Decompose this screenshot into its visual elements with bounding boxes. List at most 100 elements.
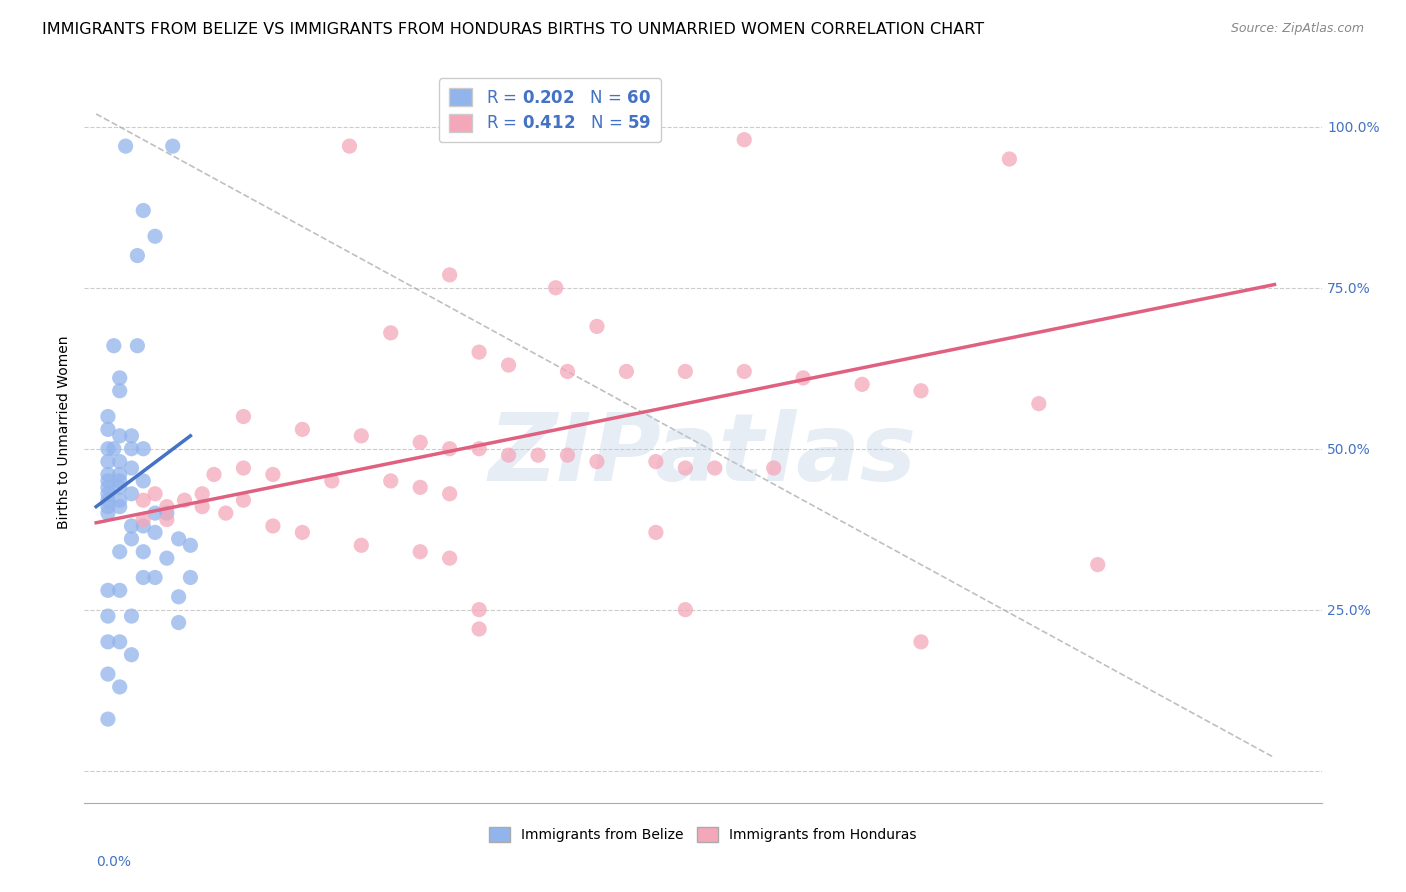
Point bbox=[380, 326, 402, 340]
Point bbox=[998, 152, 1021, 166]
Point bbox=[792, 371, 814, 385]
Point bbox=[1028, 397, 1050, 411]
Text: IMMIGRANTS FROM BELIZE VS IMMIGRANTS FROM HONDURAS BIRTHS TO UNMARRIED WOMEN COR: IMMIGRANTS FROM BELIZE VS IMMIGRANTS FRO… bbox=[42, 22, 984, 37]
Point bbox=[121, 609, 143, 624]
Point bbox=[97, 454, 120, 468]
Point bbox=[586, 319, 609, 334]
Point bbox=[910, 635, 932, 649]
Point bbox=[162, 139, 184, 153]
Point bbox=[1087, 558, 1109, 572]
Point bbox=[468, 345, 491, 359]
Point bbox=[350, 429, 373, 443]
Point bbox=[97, 422, 120, 436]
Point bbox=[108, 680, 131, 694]
Point bbox=[191, 500, 214, 514]
Point bbox=[108, 545, 131, 559]
Point bbox=[762, 461, 785, 475]
Point bbox=[409, 435, 432, 450]
Point bbox=[262, 519, 284, 533]
Text: Source: ZipAtlas.com: Source: ZipAtlas.com bbox=[1230, 22, 1364, 36]
Point bbox=[468, 442, 491, 456]
Point bbox=[380, 474, 402, 488]
Point bbox=[108, 583, 131, 598]
Point bbox=[191, 487, 214, 501]
Point bbox=[108, 480, 131, 494]
Point bbox=[498, 358, 520, 372]
Point bbox=[544, 281, 567, 295]
Point bbox=[733, 364, 755, 378]
Point bbox=[616, 364, 638, 378]
Point bbox=[114, 139, 136, 153]
Point bbox=[644, 454, 666, 468]
Point bbox=[97, 712, 120, 726]
Point bbox=[557, 448, 579, 462]
Point bbox=[108, 371, 131, 385]
Point bbox=[439, 442, 461, 456]
Text: ZIPatlas: ZIPatlas bbox=[489, 409, 917, 500]
Point bbox=[167, 615, 190, 630]
Point bbox=[103, 339, 125, 353]
Point bbox=[673, 364, 696, 378]
Point bbox=[127, 339, 149, 353]
Point bbox=[121, 442, 143, 456]
Point bbox=[173, 493, 195, 508]
Point bbox=[103, 442, 125, 456]
Point bbox=[97, 667, 120, 681]
Point bbox=[156, 551, 179, 566]
Point bbox=[97, 487, 120, 501]
Point bbox=[108, 429, 131, 443]
Point bbox=[439, 268, 461, 282]
Point bbox=[232, 461, 254, 475]
Point bbox=[132, 512, 155, 526]
Point bbox=[143, 506, 166, 520]
Point bbox=[97, 442, 120, 456]
Point bbox=[121, 429, 143, 443]
Point bbox=[97, 500, 120, 514]
Point bbox=[121, 648, 143, 662]
Point bbox=[132, 493, 155, 508]
Point bbox=[179, 570, 201, 584]
Point bbox=[439, 551, 461, 566]
Point bbox=[97, 609, 120, 624]
Point bbox=[121, 461, 143, 475]
Point bbox=[97, 506, 120, 520]
Point bbox=[132, 545, 155, 559]
Point bbox=[97, 493, 120, 508]
Point bbox=[733, 133, 755, 147]
Point bbox=[167, 532, 190, 546]
Point bbox=[97, 467, 120, 482]
Point bbox=[439, 487, 461, 501]
Point bbox=[350, 538, 373, 552]
Point bbox=[108, 474, 131, 488]
Point bbox=[97, 409, 120, 424]
Point bbox=[108, 384, 131, 398]
Point bbox=[132, 203, 155, 218]
Point bbox=[97, 635, 120, 649]
Y-axis label: Births to Unmarried Women: Births to Unmarried Women bbox=[58, 336, 72, 529]
Point bbox=[108, 454, 131, 468]
Point bbox=[108, 467, 131, 482]
Point bbox=[121, 532, 143, 546]
Point bbox=[673, 602, 696, 616]
Point bbox=[179, 538, 201, 552]
Point bbox=[121, 519, 143, 533]
Point bbox=[97, 480, 120, 494]
Point bbox=[202, 467, 225, 482]
Point bbox=[586, 454, 609, 468]
Point bbox=[468, 622, 491, 636]
Point bbox=[409, 545, 432, 559]
Point bbox=[156, 506, 179, 520]
Point bbox=[121, 487, 143, 501]
Point bbox=[132, 442, 155, 456]
Point bbox=[132, 474, 155, 488]
Point bbox=[703, 461, 725, 475]
Point bbox=[108, 635, 131, 649]
Point bbox=[97, 474, 120, 488]
Point bbox=[143, 525, 166, 540]
Point bbox=[143, 229, 166, 244]
Point bbox=[108, 493, 131, 508]
Point bbox=[673, 461, 696, 475]
Point bbox=[143, 487, 166, 501]
Point bbox=[557, 364, 579, 378]
Point bbox=[339, 139, 361, 153]
